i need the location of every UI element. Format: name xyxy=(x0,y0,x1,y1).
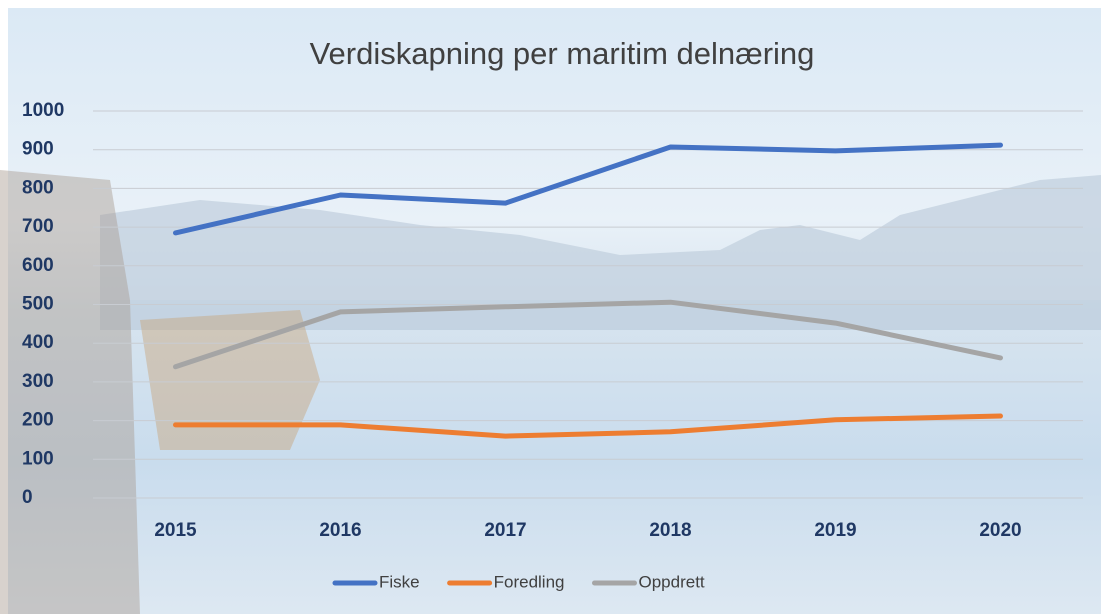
y-tick-label: 400 xyxy=(22,332,54,353)
y-tick-label: 900 xyxy=(22,139,54,160)
x-tick-label: 2019 xyxy=(814,520,856,541)
y-tick-label: 0 xyxy=(22,487,33,508)
y-tick-label: 800 xyxy=(22,177,54,198)
line-series xyxy=(173,299,1003,370)
line-series xyxy=(173,413,1003,439)
legend-label: Oppdrett xyxy=(639,572,705,591)
mountains xyxy=(100,175,1101,300)
x-tick-label: 2017 xyxy=(484,520,526,541)
y-tick-label: 600 xyxy=(22,255,54,276)
y-tick-label: 500 xyxy=(22,294,54,315)
legend-label: Foredling xyxy=(494,572,565,591)
y-tick-label: 700 xyxy=(22,216,54,237)
y-tick-label: 1000 xyxy=(22,100,64,121)
x-tick-label: 2015 xyxy=(154,520,197,541)
line-series xyxy=(173,142,1003,236)
x-tick-label: 2020 xyxy=(979,520,1021,541)
y-tick-label: 300 xyxy=(22,371,54,392)
shore xyxy=(100,300,1101,330)
boat xyxy=(140,310,320,450)
buildings xyxy=(0,170,140,614)
chart-title: Verdiskapning per maritim delnæring xyxy=(310,36,815,71)
y-tick-label: 200 xyxy=(22,410,54,431)
x-tick-label: 2016 xyxy=(319,520,361,541)
x-tick-label: 2018 xyxy=(649,520,691,541)
y-tick-label: 100 xyxy=(22,448,54,469)
legend-label: Fiske xyxy=(379,572,420,591)
